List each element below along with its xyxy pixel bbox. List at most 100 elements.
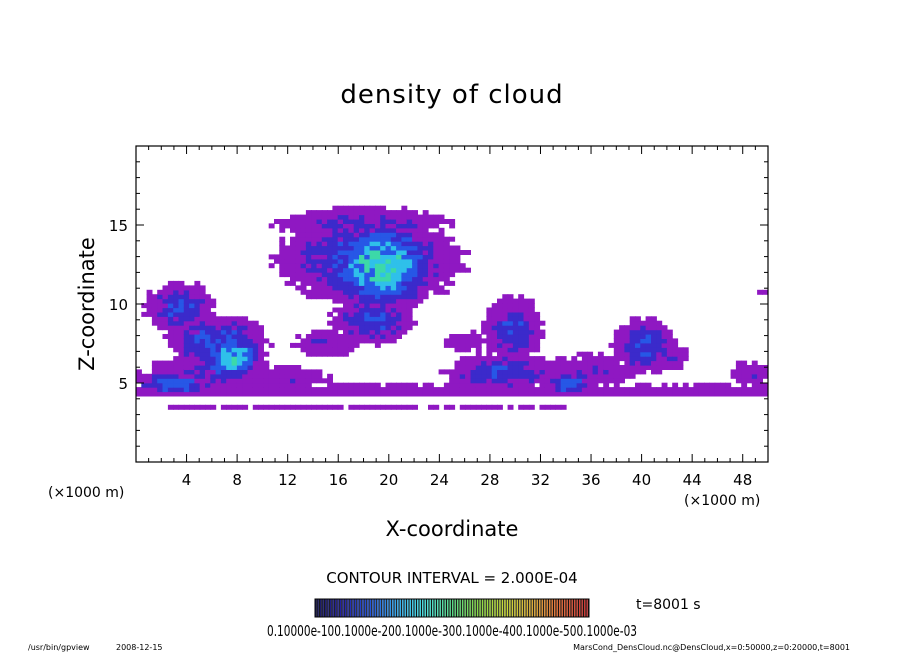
heatmap-cell <box>465 250 471 255</box>
heatmap-cell <box>486 338 493 344</box>
heatmap-cell <box>316 294 323 300</box>
heatmap-cell <box>337 342 344 348</box>
heatmap-cell <box>401 307 408 313</box>
heatmap-cell <box>629 316 636 322</box>
heatmap-cell <box>422 241 429 247</box>
heatmap-cell <box>539 373 546 379</box>
heatmap-cell <box>497 329 503 335</box>
heatmap-cell <box>560 387 567 393</box>
heatmap-cell <box>194 365 201 370</box>
heatmap-cell <box>321 351 328 357</box>
heatmap-cell <box>151 316 158 322</box>
heatmap-cell <box>189 365 195 370</box>
heatmap-cell <box>682 356 689 362</box>
heatmap-cell <box>194 285 201 291</box>
heatmap-cell <box>613 378 620 384</box>
heatmap-cell <box>305 214 312 220</box>
heatmap-cell <box>486 347 493 353</box>
heatmap-cell <box>337 258 344 264</box>
heatmap-cell <box>672 391 679 397</box>
colorbar-gap <box>336 599 338 617</box>
colorbar-gap <box>406 599 408 617</box>
heatmap-cell <box>454 245 461 251</box>
heatmap-cell <box>576 351 583 357</box>
heatmap-cell <box>173 365 180 370</box>
heatmap-cell <box>173 391 180 397</box>
heatmap-cell <box>199 360 206 366</box>
heatmap-cell <box>316 342 323 348</box>
heatmap-cell <box>279 387 286 393</box>
heatmap-cell <box>300 404 307 410</box>
heatmap-cell <box>205 316 211 322</box>
heatmap-cell <box>454 347 461 353</box>
heatmap-cell <box>359 338 365 344</box>
heatmap-cell <box>337 316 344 322</box>
heatmap-cell <box>199 294 206 300</box>
heatmap-cell <box>385 227 392 233</box>
heatmap-cell <box>332 320 339 326</box>
heatmap-cell <box>210 311 217 317</box>
heatmap-cell <box>661 382 668 388</box>
heatmap-cell <box>332 316 339 322</box>
heatmap-cell <box>157 289 164 295</box>
heatmap-cell <box>146 307 153 313</box>
heatmap-cell <box>481 338 487 344</box>
heatmap-cell <box>300 342 307 348</box>
heatmap-cell <box>178 303 185 309</box>
heatmap-cell <box>263 404 270 410</box>
heatmap-cell <box>454 250 461 255</box>
heatmap-cell <box>597 356 604 362</box>
heatmap-cell <box>136 387 142 393</box>
heatmap-cell <box>316 250 323 255</box>
heatmap-cell <box>422 254 429 260</box>
heatmap-cell <box>417 298 424 304</box>
heatmap-cell <box>571 369 578 375</box>
heatmap-cell <box>199 351 206 357</box>
heatmap-cell <box>507 298 514 304</box>
y-tick-label-5: 5 <box>118 375 128 393</box>
heatmap-cell <box>364 236 371 242</box>
heatmap-cell <box>369 267 376 273</box>
heatmap-cell <box>502 303 509 309</box>
heatmap-cell <box>183 294 190 300</box>
heatmap-cell <box>327 280 333 286</box>
heatmap-cell <box>587 378 594 384</box>
heatmap-cell <box>300 254 307 260</box>
heatmap-cell <box>396 245 402 251</box>
heatmap-cell <box>666 360 673 366</box>
heatmap-cell <box>486 316 493 322</box>
heatmap-cell <box>337 347 344 353</box>
heatmap-cell <box>401 241 408 247</box>
heatmap-cell <box>433 289 440 295</box>
heatmap-cell <box>422 227 429 233</box>
heatmap-cell <box>374 303 381 309</box>
heatmap-cell <box>316 334 323 339</box>
heatmap-cell <box>497 360 503 366</box>
heatmap-cell <box>507 347 514 353</box>
heatmap-cell <box>199 298 206 304</box>
heatmap-cell <box>321 227 328 233</box>
heatmap-cell <box>353 404 360 410</box>
heatmap-cell <box>162 365 169 370</box>
heatmap-cell <box>518 404 525 410</box>
heatmap-cell <box>523 382 530 388</box>
heatmap-cell <box>210 303 217 309</box>
heatmap-cell <box>343 338 349 344</box>
heatmap-cell <box>640 320 647 326</box>
heatmap-cell <box>449 254 456 260</box>
heatmap-cell <box>502 311 509 317</box>
heatmap-cell <box>624 391 631 397</box>
heatmap-cell <box>226 382 233 388</box>
heatmap-cell <box>343 294 349 300</box>
heatmap-cell <box>167 369 174 375</box>
heatmap-cell <box>454 267 461 273</box>
heatmap-cell <box>162 378 169 384</box>
heatmap-cell <box>417 232 424 238</box>
heatmap-cell <box>247 320 254 326</box>
colorbar-gap <box>530 599 532 617</box>
heatmap-cell <box>300 373 307 379</box>
colorbar-gap <box>553 599 555 617</box>
heatmap-cell <box>374 236 381 242</box>
colorbar-gap <box>368 599 370 617</box>
heatmap-cell <box>385 241 392 247</box>
